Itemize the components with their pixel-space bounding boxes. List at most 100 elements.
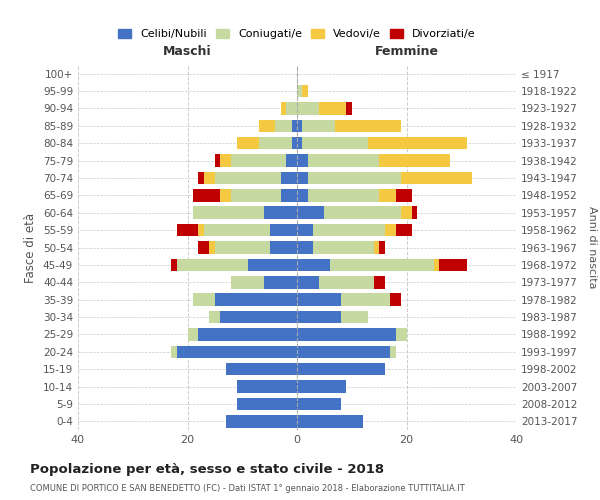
Bar [292,137,297,149]
Bar [297,120,302,132]
Bar [176,224,199,236]
Bar [401,172,472,184]
Bar [187,328,199,340]
Bar [232,276,264,288]
Bar [330,258,434,271]
Bar [264,276,297,288]
Bar [297,398,341,410]
Bar [346,102,352,115]
Bar [269,241,297,254]
Bar [204,172,215,184]
Bar [215,154,220,167]
Bar [171,258,176,271]
Bar [269,224,297,236]
Bar [204,224,269,236]
Bar [226,415,297,428]
Bar [220,311,297,324]
Bar [297,241,313,254]
Bar [390,294,401,306]
Bar [220,154,232,167]
Bar [297,363,385,376]
Bar [379,189,395,202]
Bar [297,346,390,358]
Bar [215,172,281,184]
Bar [297,154,308,167]
Bar [237,380,297,393]
Bar [374,276,385,288]
Bar [390,346,395,358]
Bar [319,276,374,288]
Bar [412,206,418,219]
Bar [302,137,368,149]
Bar [286,102,297,115]
Y-axis label: Fasce di età: Fasce di età [25,212,37,282]
Text: Popolazione per età, sesso e stato civile - 2018: Popolazione per età, sesso e stato civil… [30,462,384,475]
Bar [297,224,313,236]
Bar [379,241,385,254]
Bar [374,241,379,254]
Bar [395,224,412,236]
Bar [325,206,401,219]
Y-axis label: Anni di nascita: Anni di nascita [587,206,597,289]
Bar [281,102,286,115]
Bar [302,85,308,98]
Bar [215,294,297,306]
Bar [319,102,346,115]
Bar [286,154,297,167]
Bar [176,346,297,358]
Bar [439,258,467,271]
Bar [297,328,395,340]
Bar [297,189,308,202]
Text: Maschi: Maschi [163,44,212,58]
Text: COMUNE DI PORTICO E SAN BENEDETTO (FC) - Dati ISTAT 1° gennaio 2018 - Elaborazio: COMUNE DI PORTICO E SAN BENEDETTO (FC) -… [30,484,465,493]
Bar [401,206,412,219]
Bar [297,206,325,219]
Bar [259,120,275,132]
Bar [297,294,341,306]
Bar [313,224,385,236]
Bar [171,346,176,358]
Bar [395,328,407,340]
Bar [313,241,374,254]
Bar [308,172,401,184]
Bar [248,258,297,271]
Text: Femmine: Femmine [374,44,439,58]
Bar [292,120,297,132]
Bar [275,120,292,132]
Bar [193,206,264,219]
Bar [297,102,319,115]
Bar [297,415,362,428]
Bar [297,137,302,149]
Bar [193,294,215,306]
Bar [308,154,379,167]
Bar [199,224,204,236]
Bar [209,241,215,254]
Bar [335,120,401,132]
Bar [281,172,297,184]
Bar [237,398,297,410]
Bar [379,154,450,167]
Bar [385,224,395,236]
Bar [176,258,248,271]
Bar [297,258,330,271]
Bar [237,137,259,149]
Bar [232,154,286,167]
Bar [341,294,390,306]
Bar [395,189,412,202]
Bar [297,276,319,288]
Legend: Celibi/Nubili, Coniugati/e, Vedovi/e, Divorziati/e: Celibi/Nubili, Coniugati/e, Vedovi/e, Di… [116,27,478,42]
Bar [341,311,368,324]
Bar [297,172,308,184]
Bar [297,380,346,393]
Bar [199,328,297,340]
Bar [215,241,269,254]
Bar [368,137,467,149]
Bar [297,85,302,98]
Bar [302,120,335,132]
Bar [232,189,281,202]
Bar [209,311,220,324]
Bar [193,189,220,202]
Bar [220,189,232,202]
Bar [434,258,439,271]
Bar [264,206,297,219]
